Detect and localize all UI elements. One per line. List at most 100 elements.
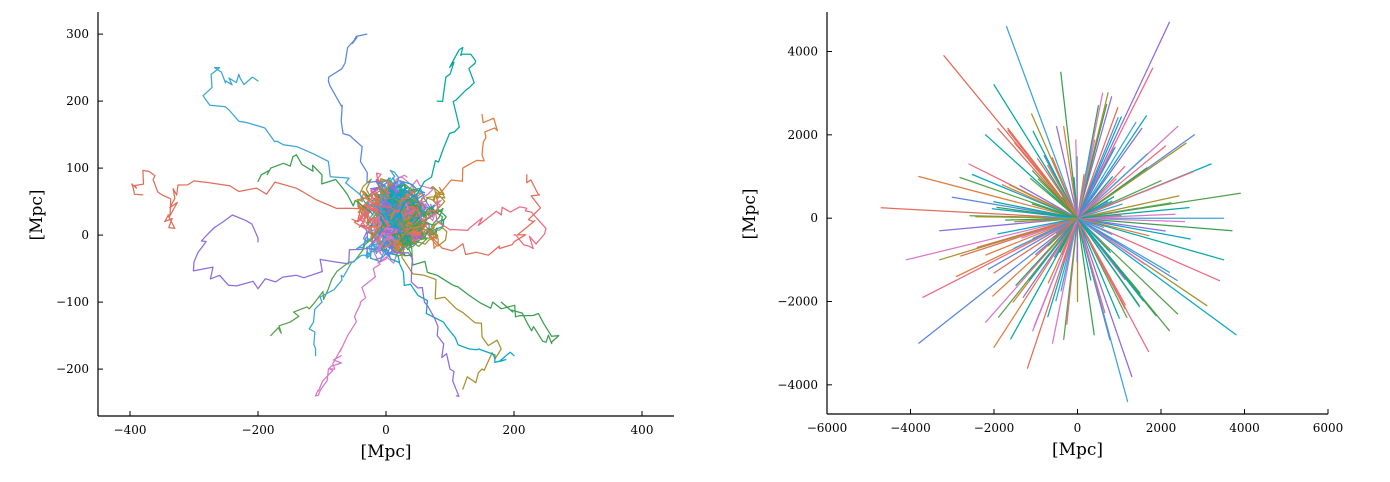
y-tick-label: 200	[66, 94, 89, 108]
ray-line	[1076, 165, 1126, 219]
ray-line	[997, 128, 1079, 219]
walk-series	[192, 214, 400, 290]
ray-line	[918, 175, 1079, 219]
ray-line	[1076, 217, 1133, 378]
y-tick-label: −2000	[777, 295, 818, 309]
ray-line	[1076, 171, 1194, 219]
walk-series	[391, 232, 560, 345]
walk-series	[398, 261, 515, 364]
walk-series	[257, 154, 374, 216]
ray-line	[1076, 202, 1172, 219]
ray-line	[1076, 217, 1106, 314]
ray-line	[1026, 217, 1079, 369]
ray-line	[1031, 170, 1079, 219]
ray-line	[1076, 217, 1225, 261]
ray-line	[1032, 217, 1079, 332]
y-tick-label: −4000	[777, 378, 818, 392]
ray-line	[1076, 196, 1115, 219]
x-tick-label: 0	[382, 423, 390, 437]
y-axis-title: [Mpc]	[27, 189, 47, 240]
ray-line	[1076, 217, 1166, 232]
walk-series	[308, 234, 387, 357]
ray-line	[1076, 106, 1119, 219]
walk-trace	[393, 209, 428, 258]
ray-line	[1076, 116, 1122, 219]
ray-line	[987, 217, 1079, 270]
ray-line	[905, 217, 1079, 261]
y-tick-label: 4000	[787, 45, 818, 59]
ray-line	[1076, 195, 1180, 219]
ray-line	[1076, 217, 1126, 306]
ray-line	[1076, 147, 1115, 219]
ray-line	[1076, 153, 1148, 219]
x-tick-label: −6000	[807, 421, 848, 435]
ray-line	[993, 201, 1079, 219]
ray-line	[918, 217, 1079, 344]
ray-line	[1063, 125, 1079, 219]
x-tick-label: 0	[1074, 421, 1082, 435]
ray-line	[1076, 121, 1137, 219]
ray-line	[1076, 103, 1108, 219]
walk-series	[391, 241, 460, 397]
ray-line	[1076, 127, 1143, 219]
ray-line	[1076, 217, 1233, 232]
walk-series	[404, 206, 547, 250]
walk-series	[398, 174, 542, 256]
ray-line	[1076, 139, 1096, 219]
walk-series	[410, 113, 499, 230]
ray-line	[1075, 139, 1079, 219]
plot-area-1	[880, 21, 1241, 403]
ray-line	[991, 208, 1079, 219]
walk-series	[327, 33, 387, 196]
y-tick-label: 0	[81, 228, 89, 242]
ray-line	[1063, 217, 1079, 341]
ray-line	[1076, 21, 1171, 219]
y-tick-label: 100	[66, 161, 89, 175]
ray-line	[971, 173, 1079, 219]
ray-line	[1014, 217, 1079, 223]
ray-line	[1076, 217, 1141, 308]
y-tick-label: −200	[56, 362, 89, 376]
x-tick-label: 6000	[1313, 421, 1344, 435]
walk-trace	[357, 172, 415, 228]
ray-line	[1076, 217, 1095, 336]
x-tick-label: −200	[242, 423, 275, 437]
radial-rays-chart: −6000 −4000 −2000 0 2000 4000 6000 −4000 −2000 0 2…	[740, 12, 1344, 460]
ray-line	[1005, 25, 1079, 219]
ray-line	[1076, 217, 1186, 223]
ray-line	[1029, 177, 1079, 219]
ray-line	[1076, 217, 1145, 302]
plot-area-0	[131, 33, 560, 397]
ray-line	[1008, 184, 1079, 219]
walk-series	[202, 66, 394, 223]
walk-series	[398, 46, 477, 216]
ray-line	[1037, 158, 1079, 219]
x-axis-title: [Mpc]	[360, 442, 411, 462]
ray-line	[1076, 217, 1191, 240]
ray-line	[984, 134, 1079, 219]
ray-line	[1076, 217, 1237, 336]
y-tick-label: −100	[56, 295, 89, 309]
ray-line	[1013, 217, 1079, 249]
x-tick-label: 2000	[1146, 421, 1177, 435]
ray-line	[1076, 217, 1120, 319]
y-tick-label: 2000	[787, 128, 818, 142]
x-tick-label: 200	[503, 423, 526, 437]
ray-line	[993, 84, 1079, 219]
walk-trace	[378, 186, 422, 229]
ray-line	[1050, 217, 1079, 243]
ray-line	[1076, 167, 1148, 219]
ray-line	[1031, 203, 1079, 219]
ray-line	[1055, 125, 1079, 219]
ray-line	[985, 217, 1079, 256]
ray-line	[960, 217, 1079, 257]
walk-series	[314, 234, 390, 397]
walk-series	[131, 169, 406, 230]
x-tick-label: −2000	[974, 421, 1015, 435]
x-tick-label: −4000	[890, 421, 931, 435]
ray-line	[1063, 217, 1079, 263]
x-tick-label: −400	[114, 423, 147, 437]
random-walk-chart: −400 −200 0 200 400 −200 −100 0 100 200 300 [Mpc] [M…	[27, 12, 674, 462]
y-tick-label: 300	[66, 27, 89, 41]
